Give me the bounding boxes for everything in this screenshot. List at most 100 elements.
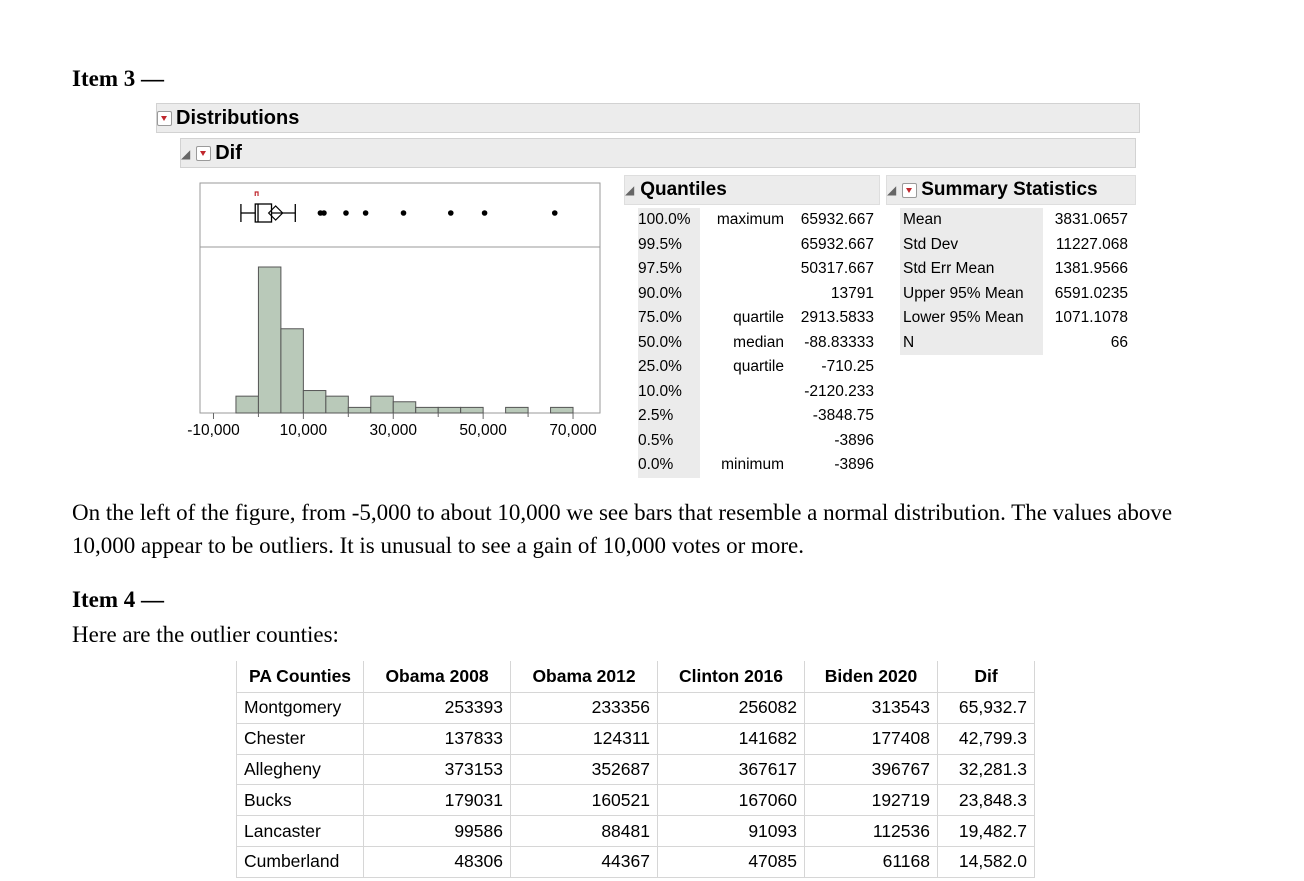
quantiles-label: Quantiles — [640, 179, 727, 201]
quantile-pct: 50.0% — [638, 333, 682, 351]
red-triangle-menu-icon[interactable] — [157, 111, 172, 127]
summary-label: N — [903, 333, 915, 351]
quantile-pct: 99.5% — [638, 235, 682, 253]
quantile-value: 2913.5833 — [800, 309, 874, 326]
quantile-pct-column: 100.0% 99.5% 97.5% 90.0% 75.0% 50.0% 25.… — [638, 208, 700, 478]
outlier-point — [321, 210, 327, 216]
histogram-bar — [392, 401, 417, 414]
summary-label: Mean — [903, 211, 942, 228]
quantile-label: median — [733, 333, 784, 351]
item4-title: Item 4 — — [72, 587, 164, 612]
table-row: Lancaster 99586 88481 91093 112536 19,48… — [236, 815, 1035, 847]
table-cell: 19,482.7 — [937, 815, 1035, 847]
quantile-pct: 75.0% — [638, 309, 682, 326]
summary-value: 66 — [1110, 333, 1128, 351]
county-name: Bucks — [236, 784, 364, 817]
quantile-pct: 97.5% — [638, 260, 682, 277]
histogram-bar — [370, 395, 394, 414]
quantile-label: minimum — [721, 456, 784, 473]
disclosure-triangle-icon[interactable]: ◢ — [625, 183, 635, 197]
table-header-row: PA Counties Obama 2008 Obama 2012 Clinto… — [236, 661, 1035, 693]
quantile-label: quartile — [733, 309, 784, 326]
table-row: Chester 137833 124311 141682 177408 42,7… — [236, 722, 1035, 755]
distributions-label: Distributions — [176, 107, 300, 129]
histogram-bar — [437, 406, 462, 414]
outlier-point — [362, 210, 369, 216]
quantile-value: 13791 — [830, 284, 874, 302]
summary-label: Upper 95% Mean — [903, 284, 1024, 302]
summary-label: Lower 95% Mean — [903, 309, 1024, 326]
table-cell: 91093 — [657, 815, 805, 847]
histogram-bar — [280, 328, 304, 414]
table-cell: 367617 — [657, 753, 805, 786]
box-plot — [240, 191, 296, 223]
table-cell: 99586 — [363, 815, 511, 847]
summary-label: Std Err Mean — [903, 260, 995, 277]
summary-value: 1381.9566 — [1054, 260, 1128, 277]
summary-label: Std Dev — [903, 235, 959, 253]
table-cell: 179031 — [363, 784, 511, 817]
outlier-counties-table: PA Counties Obama 2008 Obama 2012 Clinto… — [236, 661, 1035, 878]
column-header: Obama 2012 — [510, 661, 658, 693]
distributions-header[interactable]: Distributions — [156, 103, 1140, 133]
quantiles-header[interactable]: ◢ Quantiles — [624, 175, 880, 205]
outlier-point — [447, 210, 454, 216]
column-header: Clinton 2016 — [657, 661, 805, 693]
jmp-report: Distributions ◢ Dif -10,000 10,000 30,000 50… — [146, 97, 1140, 480]
histogram-bar — [347, 406, 372, 414]
table-cell: 48306 — [363, 845, 511, 878]
table-cell: 32,281.3 — [937, 753, 1035, 786]
x-axis: -10,000 10,000 30,000 50,000 70,000 — [187, 413, 597, 439]
quantile-pct: 10.0% — [638, 382, 682, 400]
red-triangle-menu-icon[interactable] — [196, 146, 212, 162]
table-cell: 88481 — [510, 815, 658, 847]
disclosure-triangle-icon[interactable]: ◢ — [181, 146, 191, 161]
quantile-label — [702, 233, 784, 258]
dif-header[interactable]: ◢ Dif — [180, 138, 1136, 168]
county-name: Allegheny — [236, 753, 364, 786]
x-tick-label: 30,000 — [370, 422, 418, 439]
table-cell: 373153 — [363, 753, 511, 786]
summary-statistics-label: Summary Statistics — [921, 179, 1098, 201]
table-cell: 396767 — [804, 753, 938, 786]
disclosure-triangle-icon[interactable]: ◢ — [887, 183, 897, 197]
summary-value: 6591.0235 — [1054, 284, 1128, 302]
table-row: Montgomery 253393 233356 256082 313543 6… — [236, 692, 1035, 724]
table-cell: 233356 — [510, 692, 658, 724]
x-tick-label: 50,000 — [459, 422, 507, 439]
table-cell: 141682 — [657, 722, 805, 755]
histogram-bar — [415, 406, 439, 414]
table-row: Bucks 179031 160521 167060 192719 23,848… — [236, 784, 1035, 817]
quantile-label: maximum — [716, 211, 784, 228]
table-cell: 112536 — [804, 815, 938, 847]
table-row: Allegheny 373153 352687 367617 396767 32… — [236, 753, 1035, 786]
dif-label: Dif — [215, 142, 242, 164]
table-cell: 137833 — [363, 722, 511, 755]
table-cell: 352687 — [510, 753, 658, 786]
quantile-label — [702, 429, 784, 454]
red-triangle-menu-icon[interactable] — [902, 182, 918, 198]
quantile-value: 50317.667 — [800, 260, 874, 277]
item3-title: Item 3 — — [72, 66, 164, 91]
quantile-pct: 2.5% — [638, 407, 674, 424]
quantile-value: -88.83333 — [804, 333, 874, 351]
summary-label-column: Mean Std Dev Std Err Mean Upper 95% Mean… — [900, 208, 1043, 355]
quantile-value: 65932.667 — [800, 235, 874, 253]
quantile-value: -3848.75 — [812, 407, 874, 424]
x-tick-label: -10,000 — [187, 422, 240, 439]
quantile-label-column: maximum quartile median quartile minimum — [702, 208, 784, 478]
table-cell: 177408 — [804, 722, 938, 755]
summary-statistics-header[interactable]: ◢ Summary Statistics — [886, 175, 1136, 205]
quantile-value-column: 65932.667 65932.667 50317.667 13791 2913… — [788, 208, 874, 478]
histogram-bar — [325, 395, 349, 414]
quantile-value: -3896 — [834, 431, 874, 449]
column-header: PA Counties — [236, 661, 364, 693]
quantile-value: -710.25 — [821, 358, 874, 375]
histogram-bar — [505, 406, 529, 414]
histogram-bar — [460, 406, 484, 414]
quantile-pct: 100.0% — [638, 211, 691, 228]
table-cell: 23,848.3 — [937, 784, 1035, 817]
table-cell: 167060 — [657, 784, 805, 817]
table-cell: 160521 — [510, 784, 658, 817]
table-cell: 42,799.3 — [937, 722, 1035, 755]
